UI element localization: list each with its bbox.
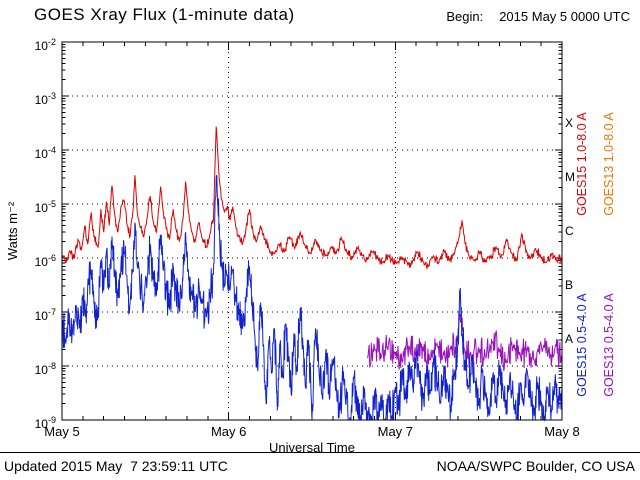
- y-tick-label: 10-8: [34, 361, 56, 377]
- y-tick-label: 10-7: [34, 307, 56, 323]
- updated-timestamp: Updated 2015 May 7 23:59:11 UTC: [4, 458, 228, 474]
- source-credit: NOAA/SWPC Boulder, CO USA: [436, 458, 635, 474]
- flare-class-label: B: [565, 278, 574, 292]
- flare-class-label: X: [565, 116, 574, 130]
- y-tick-label: 10-6: [34, 253, 56, 269]
- x-tick-label: May 8: [544, 424, 580, 439]
- begin-time: Begin: 2015 May 5 0000 UTC: [446, 9, 630, 24]
- legend-goes13-0-5-4-0-a: GOES13 0.5-4.0 A: [602, 293, 616, 397]
- series-goes13-0-5-4-0-a: [367, 313, 563, 372]
- x-axis-title: Universal Time: [269, 440, 355, 455]
- flare-class-label: M: [565, 170, 575, 184]
- series-goes15-1-0-8-0-a: [61, 126, 563, 269]
- footer-divider: [0, 452, 640, 453]
- begin-label: Begin:: [446, 9, 484, 24]
- chart-title: GOES Xray Flux (1-minute data): [34, 5, 295, 24]
- legend-goes13-1-0-8-0-a: GOES13 1.0-8.0 A: [602, 112, 616, 216]
- x-tick-label: May 6: [210, 424, 247, 439]
- y-axis-title: Watts m⁻²: [5, 201, 20, 261]
- legend-goes15-0-5-4-0-a: GOES15 0.5-4.0 A: [575, 293, 589, 397]
- legend-goes15-1-0-8-0-a: GOES15 1.0-8.0 A: [575, 112, 589, 216]
- y-tick-label: 10-2: [34, 37, 56, 53]
- begin-value: 2015 May 5 0000 UTC: [499, 9, 630, 24]
- flare-class-label: A: [565, 332, 574, 346]
- x-tick-label: May 5: [44, 424, 80, 439]
- y-tick-label: 10-9: [34, 415, 56, 431]
- y-tick-label: 10-5: [34, 199, 56, 215]
- flare-class-label: C: [565, 224, 574, 238]
- y-tick-label: 10-3: [34, 91, 56, 107]
- y-tick-label: 10-4: [34, 145, 56, 161]
- x-tick-label: May 7: [377, 424, 414, 439]
